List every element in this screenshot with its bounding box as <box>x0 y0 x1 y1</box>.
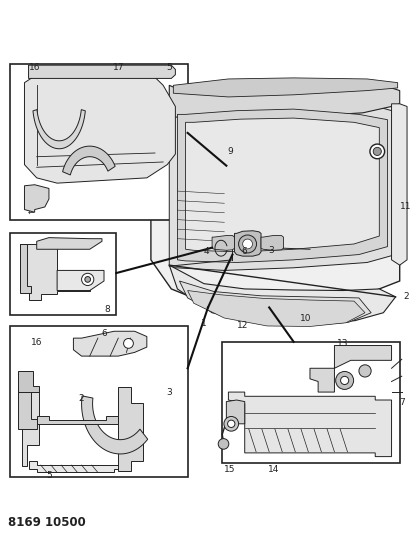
Text: 14: 14 <box>268 465 280 474</box>
Polygon shape <box>310 345 392 392</box>
Circle shape <box>85 277 90 282</box>
Text: 10: 10 <box>300 313 312 322</box>
Polygon shape <box>229 392 392 457</box>
Text: 2: 2 <box>403 293 409 301</box>
Text: 2: 2 <box>79 394 84 403</box>
Polygon shape <box>37 238 102 249</box>
Polygon shape <box>28 461 127 472</box>
Text: 11: 11 <box>400 203 411 212</box>
Polygon shape <box>186 118 379 252</box>
Polygon shape <box>62 146 115 175</box>
Polygon shape <box>226 400 245 424</box>
Polygon shape <box>21 244 30 293</box>
Circle shape <box>242 239 252 249</box>
Circle shape <box>359 365 371 377</box>
Polygon shape <box>212 236 235 251</box>
Polygon shape <box>74 331 147 356</box>
Text: 7: 7 <box>399 398 405 407</box>
Polygon shape <box>25 185 49 212</box>
Polygon shape <box>178 109 388 262</box>
Polygon shape <box>173 78 398 97</box>
Text: 3: 3 <box>268 246 274 255</box>
Text: 15: 15 <box>224 465 235 474</box>
Polygon shape <box>169 265 396 325</box>
Polygon shape <box>33 110 85 149</box>
Polygon shape <box>151 83 400 308</box>
Polygon shape <box>81 396 148 454</box>
Circle shape <box>124 338 134 348</box>
Bar <box>10 326 187 477</box>
Circle shape <box>228 420 235 427</box>
Text: 9: 9 <box>228 147 233 156</box>
Polygon shape <box>23 387 39 466</box>
Polygon shape <box>180 281 371 326</box>
Polygon shape <box>18 387 37 429</box>
Polygon shape <box>18 371 39 392</box>
Text: 17: 17 <box>113 63 124 72</box>
Text: 13: 13 <box>337 339 349 348</box>
Polygon shape <box>25 72 175 183</box>
Polygon shape <box>392 104 407 265</box>
Polygon shape <box>235 231 261 256</box>
Circle shape <box>370 144 385 159</box>
Polygon shape <box>169 83 400 120</box>
Text: 5: 5 <box>166 63 172 72</box>
Polygon shape <box>118 387 143 471</box>
Circle shape <box>81 273 94 286</box>
Polygon shape <box>261 236 284 251</box>
Text: 12: 12 <box>237 321 248 330</box>
Text: ←: ← <box>28 208 34 217</box>
Polygon shape <box>21 244 90 300</box>
Text: 5: 5 <box>46 471 52 480</box>
Bar <box>10 64 187 220</box>
Text: 6: 6 <box>101 329 107 338</box>
Text: 16: 16 <box>29 63 40 72</box>
Polygon shape <box>169 100 396 270</box>
Text: 6: 6 <box>242 247 247 256</box>
Bar <box>10 233 116 316</box>
Polygon shape <box>187 290 365 327</box>
Polygon shape <box>37 416 118 424</box>
Circle shape <box>218 439 229 449</box>
Circle shape <box>336 372 353 390</box>
Circle shape <box>239 235 256 253</box>
Circle shape <box>373 147 381 156</box>
Text: 4: 4 <box>203 247 209 256</box>
Text: 8: 8 <box>104 305 110 314</box>
Bar <box>222 342 400 464</box>
Polygon shape <box>57 270 104 290</box>
Text: 3: 3 <box>166 387 172 397</box>
Polygon shape <box>28 65 175 78</box>
Text: 8169 10500: 8169 10500 <box>8 516 86 529</box>
Circle shape <box>224 416 239 431</box>
Text: 16: 16 <box>31 338 42 348</box>
Text: 1: 1 <box>201 319 207 328</box>
Circle shape <box>341 376 349 384</box>
